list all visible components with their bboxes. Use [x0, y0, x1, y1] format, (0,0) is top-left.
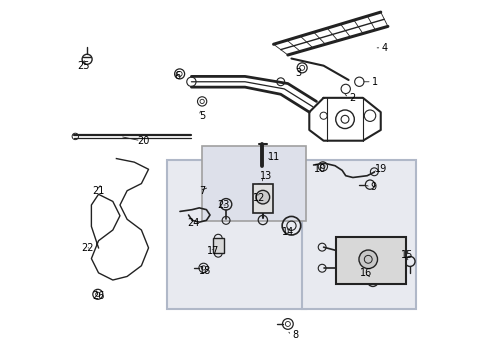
Text: 24: 24	[187, 218, 199, 228]
Text: 17: 17	[207, 247, 219, 256]
Text: 14: 14	[282, 227, 294, 237]
Text: 8: 8	[292, 330, 298, 341]
Text: 7: 7	[199, 186, 205, 196]
Text: 3: 3	[295, 68, 302, 78]
Text: 4: 4	[381, 43, 388, 53]
Bar	[336, 237, 406, 284]
Circle shape	[359, 250, 377, 269]
Text: 15: 15	[401, 250, 414, 260]
Text: 2: 2	[349, 93, 355, 103]
Text: 25: 25	[77, 61, 90, 71]
Bar	[253, 184, 273, 213]
Text: 19: 19	[375, 164, 387, 174]
Text: 23: 23	[218, 200, 230, 210]
Text: 6: 6	[174, 71, 180, 81]
Text: 12: 12	[253, 193, 266, 203]
Bar	[167, 160, 306, 309]
Text: 21: 21	[92, 186, 105, 196]
Bar	[302, 160, 416, 309]
Text: 10: 10	[314, 164, 326, 174]
Text: 26: 26	[92, 291, 105, 301]
Bar	[202, 146, 306, 221]
Bar	[213, 238, 223, 253]
Text: 18: 18	[199, 266, 211, 276]
Text: 16: 16	[360, 268, 372, 278]
Text: 13: 13	[260, 171, 272, 181]
Text: 5: 5	[199, 111, 205, 121]
Text: 22: 22	[81, 243, 94, 253]
Text: 11: 11	[268, 152, 280, 162]
Circle shape	[256, 190, 270, 204]
Text: 9: 9	[370, 182, 377, 192]
Text: 20: 20	[137, 136, 149, 146]
Text: 1: 1	[372, 77, 378, 87]
